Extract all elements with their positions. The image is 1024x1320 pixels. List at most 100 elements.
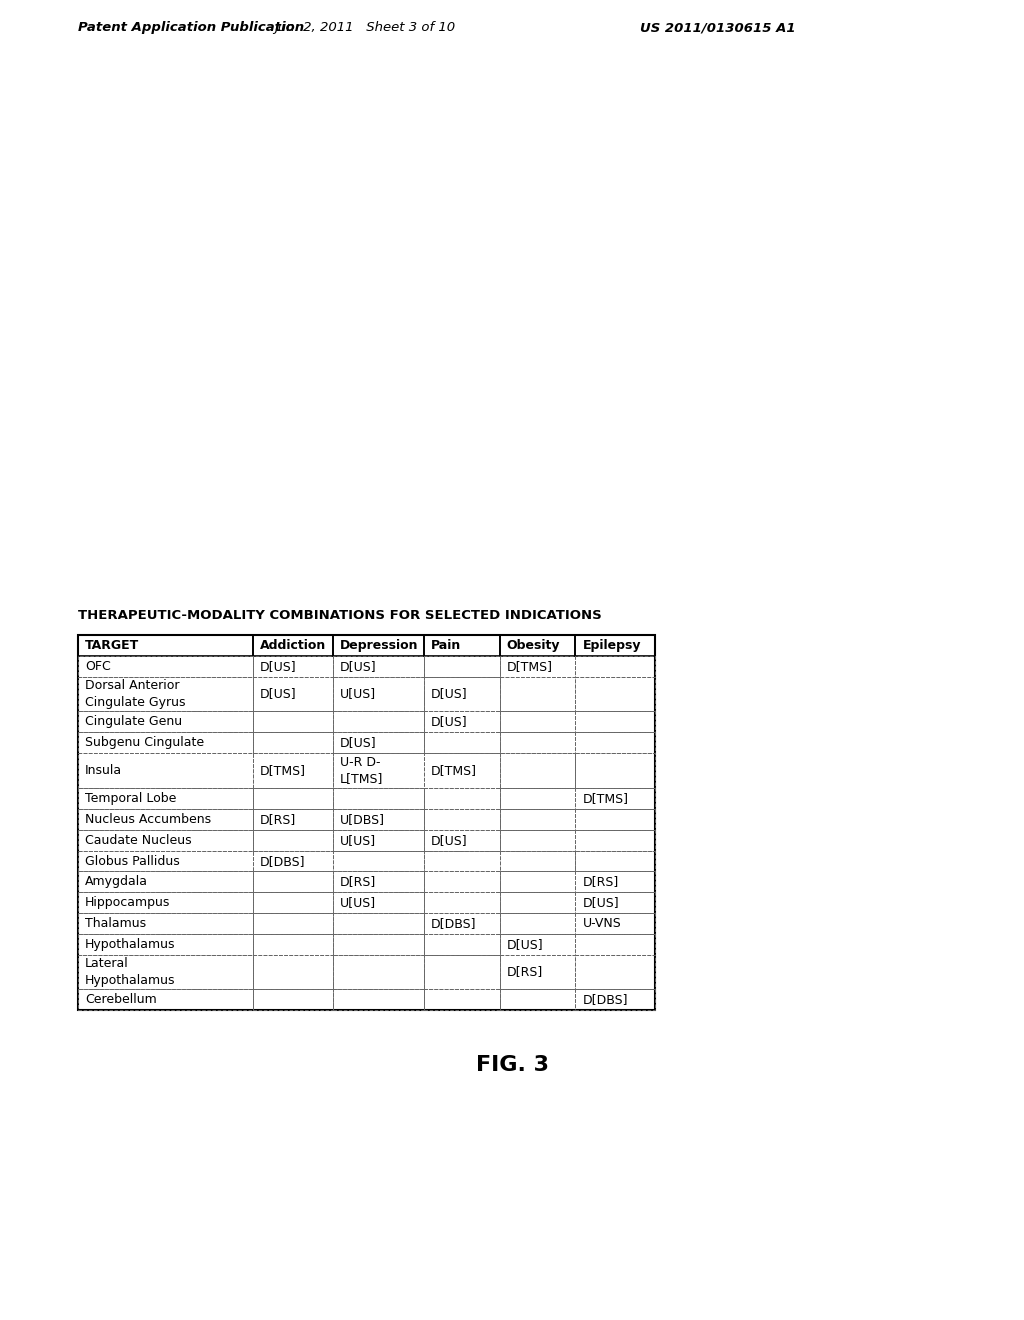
Text: U-R D-
L[TMS]: U-R D- L[TMS] bbox=[340, 756, 383, 785]
Bar bbox=[78, 752, 253, 788]
Text: D[TMS]: D[TMS] bbox=[507, 660, 553, 673]
Bar bbox=[575, 656, 655, 677]
Bar bbox=[575, 850, 655, 871]
Bar bbox=[424, 913, 500, 935]
Bar bbox=[424, 656, 500, 677]
Text: D[US]: D[US] bbox=[340, 660, 376, 673]
Bar bbox=[253, 989, 333, 1010]
Bar bbox=[500, 989, 575, 1010]
Bar bbox=[575, 913, 655, 935]
Text: Insula: Insula bbox=[85, 764, 122, 777]
Bar bbox=[253, 752, 333, 788]
Text: D[US]: D[US] bbox=[260, 660, 297, 673]
Text: OFC: OFC bbox=[85, 660, 111, 673]
Bar bbox=[333, 954, 424, 989]
Bar bbox=[333, 989, 424, 1010]
Bar bbox=[78, 830, 253, 850]
Bar bbox=[424, 871, 500, 892]
Bar bbox=[333, 935, 424, 954]
Bar bbox=[78, 892, 253, 913]
Text: Cerebellum: Cerebellum bbox=[85, 993, 157, 1006]
Text: D[RS]: D[RS] bbox=[507, 965, 543, 978]
Bar bbox=[333, 635, 424, 656]
Bar bbox=[424, 830, 500, 850]
Text: D[DBS]: D[DBS] bbox=[431, 917, 477, 931]
Text: Caudate Nucleus: Caudate Nucleus bbox=[85, 834, 191, 846]
Bar bbox=[575, 809, 655, 830]
Bar bbox=[333, 913, 424, 935]
Bar bbox=[575, 989, 655, 1010]
Bar bbox=[253, 788, 333, 809]
Bar bbox=[333, 677, 424, 711]
Bar bbox=[333, 830, 424, 850]
Text: Cingulate Genu: Cingulate Genu bbox=[85, 715, 182, 727]
Bar bbox=[424, 677, 500, 711]
Bar bbox=[78, 850, 253, 871]
Text: Subgenu Cingulate: Subgenu Cingulate bbox=[85, 735, 204, 748]
Text: Lateral
Hypothalamus: Lateral Hypothalamus bbox=[85, 957, 175, 987]
Text: U[US]: U[US] bbox=[340, 834, 376, 846]
Text: D[TMS]: D[TMS] bbox=[583, 792, 629, 805]
Bar bbox=[575, 892, 655, 913]
Text: D[TMS]: D[TMS] bbox=[260, 764, 306, 777]
Bar bbox=[253, 809, 333, 830]
Bar bbox=[333, 809, 424, 830]
Bar bbox=[253, 830, 333, 850]
Bar bbox=[424, 850, 500, 871]
Text: D[RS]: D[RS] bbox=[260, 813, 296, 826]
Bar bbox=[575, 677, 655, 711]
Bar bbox=[333, 850, 424, 871]
Bar bbox=[78, 656, 253, 677]
Text: D[US]: D[US] bbox=[340, 735, 376, 748]
Text: D[DBS]: D[DBS] bbox=[260, 854, 305, 867]
Bar bbox=[333, 731, 424, 752]
Bar bbox=[253, 656, 333, 677]
Bar bbox=[253, 871, 333, 892]
Bar bbox=[333, 752, 424, 788]
Text: THERAPEUTIC-MODALITY COMBINATIONS FOR SELECTED INDICATIONS: THERAPEUTIC-MODALITY COMBINATIONS FOR SE… bbox=[78, 609, 602, 622]
Bar bbox=[253, 711, 333, 731]
Text: Hypothalamus: Hypothalamus bbox=[85, 939, 175, 950]
Bar bbox=[500, 677, 575, 711]
Bar bbox=[78, 809, 253, 830]
Bar bbox=[500, 954, 575, 989]
Bar bbox=[424, 752, 500, 788]
Bar bbox=[500, 788, 575, 809]
Text: TARGET: TARGET bbox=[85, 639, 139, 652]
Bar bbox=[424, 711, 500, 731]
Bar bbox=[78, 711, 253, 731]
Bar bbox=[78, 635, 655, 1010]
Bar bbox=[500, 635, 575, 656]
Text: U[US]: U[US] bbox=[340, 896, 376, 909]
Bar bbox=[78, 635, 253, 656]
Text: U[US]: U[US] bbox=[340, 688, 376, 701]
Bar bbox=[333, 871, 424, 892]
Bar bbox=[424, 788, 500, 809]
Bar bbox=[575, 711, 655, 731]
Bar bbox=[500, 731, 575, 752]
Bar bbox=[500, 892, 575, 913]
Bar bbox=[333, 892, 424, 913]
Text: Obesity: Obesity bbox=[507, 639, 560, 652]
Bar bbox=[78, 788, 253, 809]
Text: Temporal Lobe: Temporal Lobe bbox=[85, 792, 176, 805]
Bar bbox=[78, 913, 253, 935]
Bar bbox=[333, 711, 424, 731]
Bar bbox=[424, 892, 500, 913]
Text: D[DBS]: D[DBS] bbox=[583, 993, 628, 1006]
Bar bbox=[253, 677, 333, 711]
Bar bbox=[500, 752, 575, 788]
Bar bbox=[575, 635, 655, 656]
Text: D[US]: D[US] bbox=[431, 834, 468, 846]
Text: D[RS]: D[RS] bbox=[340, 875, 376, 888]
Text: D[US]: D[US] bbox=[431, 715, 468, 727]
Bar bbox=[500, 871, 575, 892]
Bar bbox=[500, 809, 575, 830]
Text: FIG. 3: FIG. 3 bbox=[475, 1055, 549, 1074]
Bar bbox=[253, 635, 333, 656]
Bar bbox=[575, 935, 655, 954]
Bar bbox=[500, 656, 575, 677]
Bar bbox=[500, 711, 575, 731]
Text: D[US]: D[US] bbox=[507, 939, 544, 950]
Text: Jun. 2, 2011   Sheet 3 of 10: Jun. 2, 2011 Sheet 3 of 10 bbox=[274, 21, 456, 34]
